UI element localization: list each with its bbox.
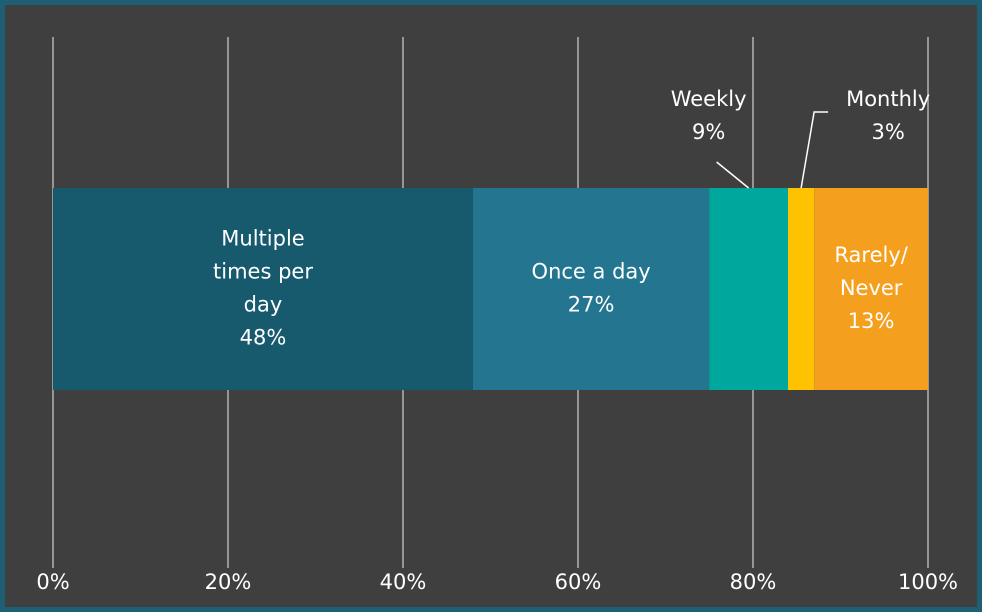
category-label: Weekly bbox=[671, 87, 747, 111]
x-tick-label: 40% bbox=[380, 570, 427, 594]
x-tick-label: 60% bbox=[555, 570, 602, 594]
value-label: 9% bbox=[692, 120, 725, 144]
bar-segment bbox=[53, 188, 473, 390]
value-label: 48% bbox=[240, 326, 287, 350]
value-label: 3% bbox=[871, 120, 904, 144]
bar-segment bbox=[709, 188, 788, 390]
category-label: Monthly bbox=[846, 87, 930, 111]
x-tick-label: 100% bbox=[898, 570, 958, 594]
leader-line bbox=[716, 161, 750, 189]
x-tick-label: 20% bbox=[205, 570, 252, 594]
bar-segment bbox=[788, 188, 815, 390]
category-label: Multiple times per day bbox=[213, 227, 313, 317]
bar-segment bbox=[814, 188, 928, 390]
leader-line bbox=[800, 111, 829, 189]
value-label: 27% bbox=[568, 293, 615, 317]
category-label: Rarely/Never bbox=[834, 243, 908, 300]
value-label: 13% bbox=[848, 309, 895, 333]
x-tick-label: 80% bbox=[730, 570, 777, 594]
x-tick-label: 0% bbox=[36, 570, 69, 594]
category-label: Once a day bbox=[532, 260, 651, 284]
bar-segment bbox=[473, 188, 710, 390]
